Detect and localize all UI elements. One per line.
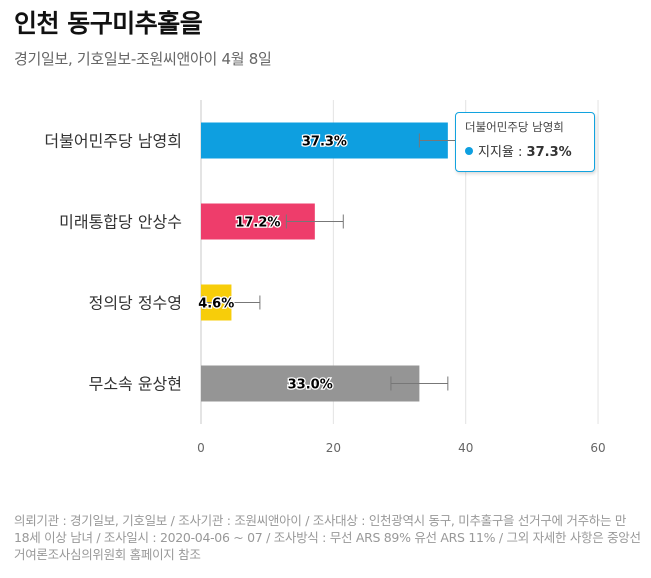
category-label: 무소속 윤상현 [89,375,182,394]
x-tick-label: 20 [326,441,341,455]
survey-footnote: 의뢰기관 : 경기일보, 기호일보 / 조사기관 : 조원씨앤아이 / 조사대상… [14,513,641,562]
data-label: 37.3% [302,135,347,150]
x-tick-label: 60 [590,441,605,455]
tooltip-row: 지지율 : 37.3% [465,145,572,160]
tooltip-category: 더불어민주당 남영희 [465,120,564,134]
chart-title: 인천 동구미추홀을 [14,9,203,38]
x-tick-label: 40 [458,441,473,455]
chart-subtitle: 경기일보, 기호일보-조원씨앤아이 4월 8일 [14,50,272,68]
data-label: 33.0% [288,378,333,393]
bar [201,122,448,159]
tooltip-value: 37.3% [526,145,572,160]
data-label: 4.6% [198,297,234,312]
data-label: 17.2% [235,216,280,231]
bar [201,365,420,402]
x-tick-label: 0 [197,441,205,455]
category-label: 더불어민주당 남영희 [44,132,182,151]
series-dot-icon [465,147,473,155]
chart-tooltip: 더불어민주당 남영희 지지율 : 37.3% [455,112,595,172]
bar-chart: 0 20 40 60 더불어민주당 남영희 37.3% 미래통합당 안상수 17.2% 정의당 … [44,100,606,455]
category-label: 정의당 정수영 [89,294,182,313]
category-label: 미래통합당 안상수 [59,213,182,232]
tooltip-series-label: 지지율 [478,145,514,160]
